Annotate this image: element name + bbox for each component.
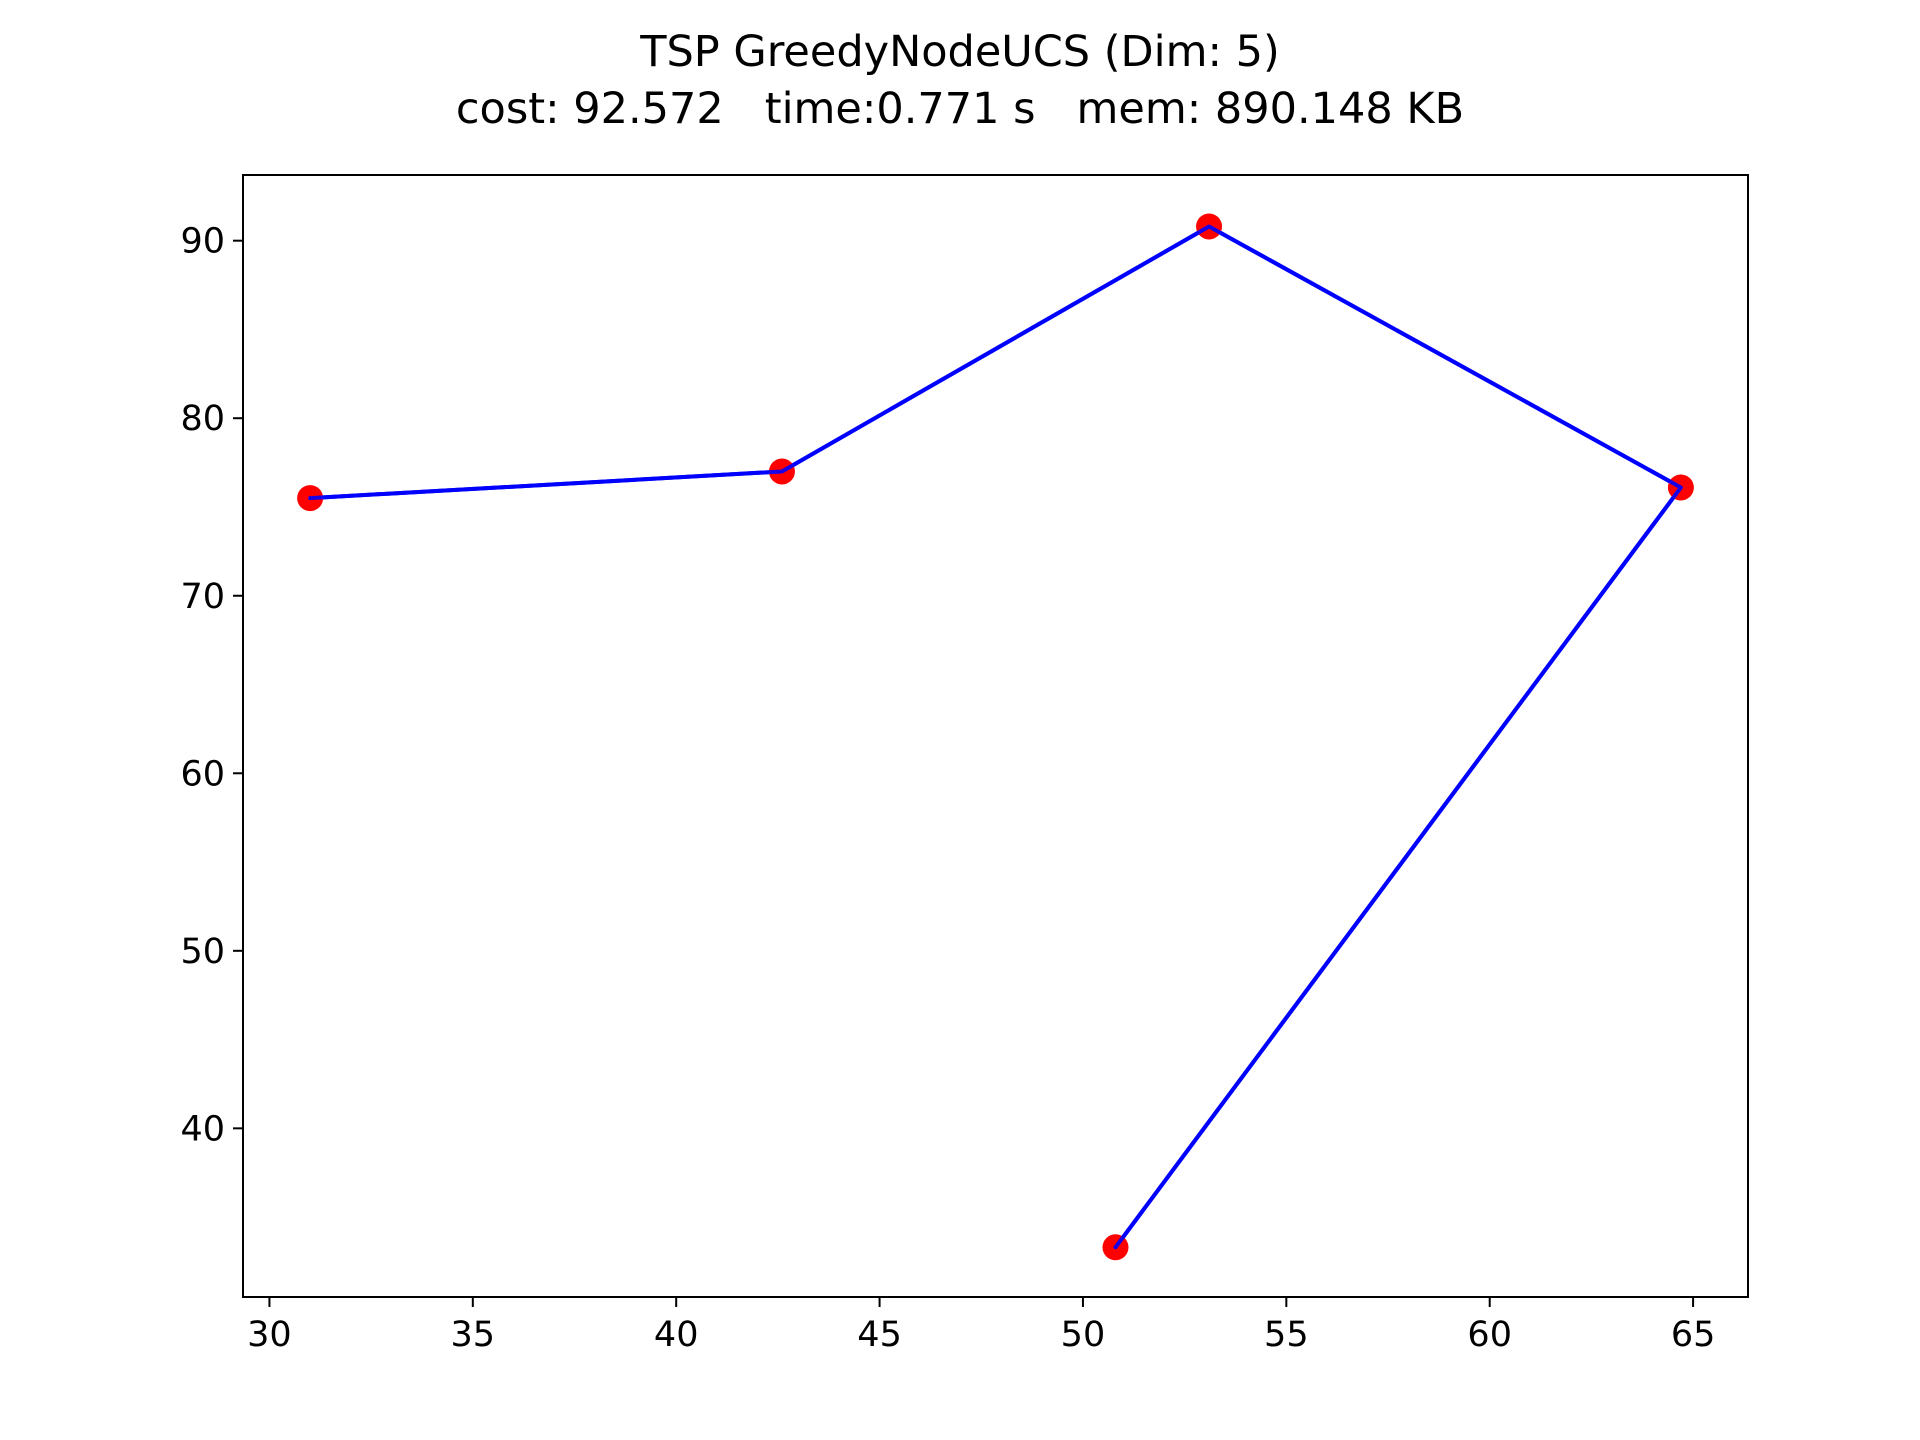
x-tick-label: 60 bbox=[1467, 1315, 1512, 1355]
x-tick-label: 65 bbox=[1671, 1315, 1716, 1355]
y-tick-label: 50 bbox=[180, 932, 225, 972]
y-tick-label: 40 bbox=[180, 1109, 225, 1149]
chart-title: TSP GreedyNodeUCS (Dim: 5) bbox=[639, 27, 1280, 77]
x-tick-label: 40 bbox=[654, 1315, 699, 1355]
route-line bbox=[308, 224, 1683, 1250]
series-layer bbox=[297, 213, 1694, 1261]
plot-area-frame bbox=[242, 174, 1749, 1298]
y-tick-label: 80 bbox=[180, 399, 225, 439]
x-tick-label: 30 bbox=[247, 1315, 292, 1355]
route-line-overlay bbox=[308, 224, 1683, 1250]
y-tick-label: 60 bbox=[180, 754, 225, 794]
y-tick-label: 90 bbox=[180, 222, 225, 262]
y-tick-label: 70 bbox=[180, 577, 225, 617]
x-tick-label: 35 bbox=[451, 1315, 496, 1355]
x-tick-label: 55 bbox=[1264, 1315, 1309, 1355]
chart-subtitle: cost: 92.572 time:0.771 s mem: 890.148 K… bbox=[456, 84, 1464, 134]
x-axis: 30 35 40 45 50 55 60 65 bbox=[247, 1297, 1715, 1355]
x-tick-label: 50 bbox=[1061, 1315, 1106, 1355]
y-axis: 40 50 60 70 80 90 bbox=[180, 222, 243, 1149]
x-tick-label: 45 bbox=[857, 1315, 902, 1355]
